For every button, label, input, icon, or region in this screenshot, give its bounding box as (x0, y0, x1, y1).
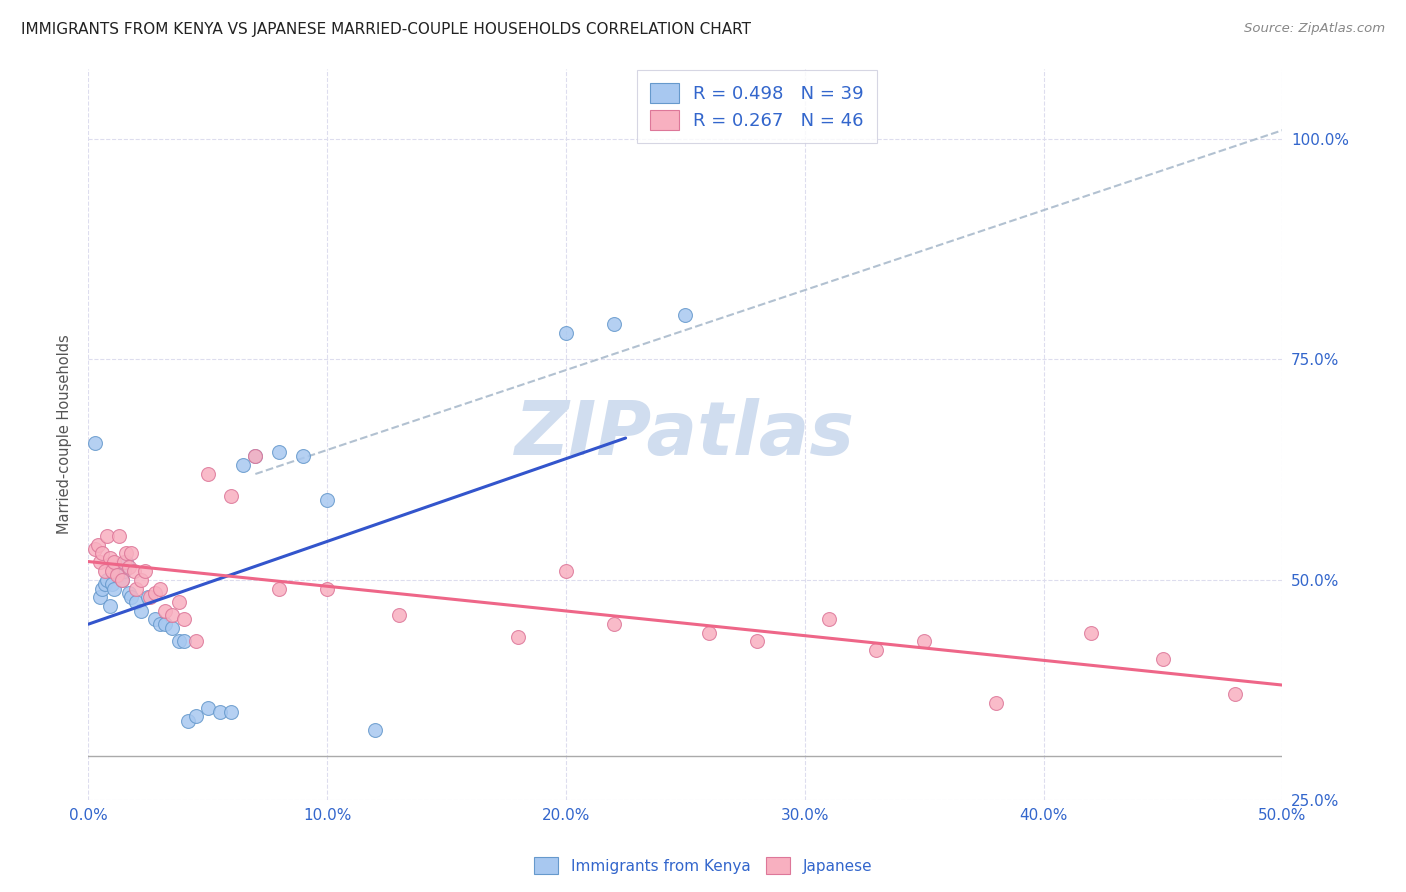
Point (105, 568, 128, 582)
Point (134, 564, 156, 578)
Point (984, 696, 1007, 710)
Point (554, 326, 576, 340)
Point (197, 467, 219, 481)
Point (221, 489, 243, 503)
Point (120, 546, 142, 560)
Point (817, 612, 839, 626)
Point (153, 616, 176, 631)
Legend: Immigrants from Kenya, Japanese: Immigrants from Kenya, Japanese (527, 851, 879, 880)
Point (364, 723, 387, 737)
Point (673, 309, 696, 323)
Point (508, 630, 530, 644)
Point (129, 573, 152, 587)
Point (98, 599, 121, 614)
Point (221, 705, 243, 719)
Point (232, 458, 254, 473)
Point (94, 577, 117, 591)
Point (89, 591, 111, 605)
Point (120, 591, 142, 605)
Point (208, 705, 231, 719)
Point (160, 608, 183, 623)
Point (316, 582, 339, 596)
Point (1080, 625, 1102, 640)
Point (118, 586, 141, 600)
Legend: R = 0.498   N = 39, R = 0.267   N = 46: R = 0.498 N = 39, R = 0.267 N = 46 (637, 70, 876, 143)
Point (292, 450, 315, 464)
Point (91, 546, 114, 560)
Point (388, 608, 411, 623)
Point (143, 586, 166, 600)
Point (316, 493, 339, 508)
Point (110, 573, 132, 587)
Point (245, 450, 267, 464)
Point (143, 612, 166, 626)
Point (153, 604, 176, 618)
Point (1223, 687, 1246, 701)
Point (745, 634, 768, 648)
Text: IMMIGRANTS FROM KENYA VS JAPANESE MARRIED-COUPLE HOUSEHOLDS CORRELATION CHART: IMMIGRANTS FROM KENYA VS JAPANESE MARRIE… (21, 22, 751, 37)
Point (96, 573, 118, 587)
Point (115, 555, 138, 569)
Point (101, 577, 124, 591)
Point (125, 595, 148, 609)
Point (173, 612, 195, 626)
Point (96, 529, 118, 543)
Point (197, 700, 219, 714)
Point (912, 634, 935, 648)
Point (167, 595, 190, 609)
Point (108, 568, 131, 582)
Point (125, 582, 148, 596)
Point (112, 564, 135, 578)
Point (94, 564, 117, 578)
Point (86, 537, 108, 551)
Point (136, 591, 159, 605)
Point (149, 582, 172, 596)
Text: ZIPatlas: ZIPatlas (516, 398, 855, 471)
Point (84, 541, 107, 556)
Point (112, 555, 135, 569)
Point (98, 550, 121, 565)
Point (436, 846, 458, 860)
Point (177, 714, 200, 728)
Point (91, 582, 114, 596)
Point (167, 634, 190, 648)
Point (160, 621, 183, 635)
Point (269, 582, 291, 596)
Text: Source: ZipAtlas.com: Source: ZipAtlas.com (1244, 22, 1385, 36)
Point (149, 616, 172, 631)
Point (108, 529, 131, 543)
Point (173, 634, 195, 648)
Point (1152, 652, 1174, 666)
Point (697, 625, 720, 640)
Point (184, 634, 207, 648)
Point (105, 564, 128, 578)
Point (103, 555, 125, 569)
Point (139, 591, 162, 605)
Point (118, 559, 141, 574)
Point (122, 564, 145, 578)
Point (184, 709, 207, 723)
Point (84, 436, 107, 450)
Point (865, 643, 887, 657)
Point (602, 616, 624, 631)
Point (101, 564, 124, 578)
Point (89, 555, 111, 569)
Point (115, 546, 138, 560)
Point (269, 445, 291, 459)
Point (129, 604, 152, 618)
Point (554, 564, 576, 578)
Point (103, 582, 125, 596)
Point (110, 573, 132, 587)
Point (245, 450, 267, 464)
Y-axis label: Married-couple Households: Married-couple Households (58, 334, 72, 534)
Point (602, 317, 624, 331)
